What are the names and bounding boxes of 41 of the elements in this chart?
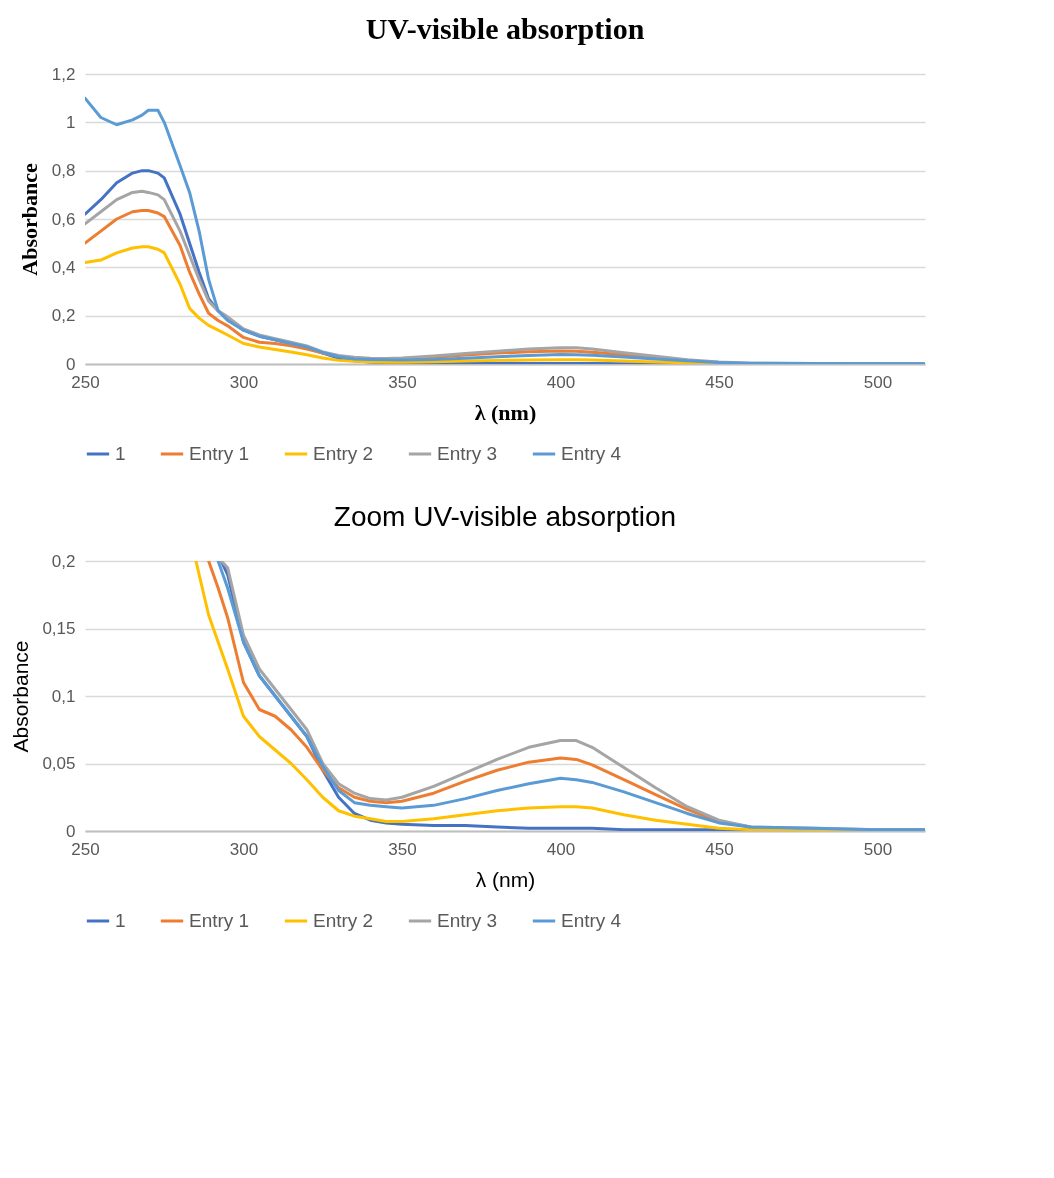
legend-label: Entry 1	[189, 443, 250, 464]
legend-label: Entry 3	[437, 910, 498, 931]
x-tick-label: 350	[388, 372, 417, 392]
y-tick-label: 0,4	[51, 257, 76, 277]
x-tick-label: 450	[705, 372, 734, 392]
x-tick-label: 250	[71, 839, 100, 859]
line-series	[85, 96, 925, 364]
y-tick-label: 0,2	[51, 306, 76, 326]
x-tick-label: 350	[388, 839, 417, 859]
legend-label: Entry 3	[437, 443, 498, 464]
y-axis-title: Absorbance	[9, 640, 33, 753]
legend-label: Entry 4	[561, 910, 622, 931]
legend-label: 1	[115, 910, 126, 931]
y-tick-label: 0,05	[42, 754, 76, 773]
y-tick-label: 0,6	[51, 209, 76, 229]
legend-label: 1	[115, 443, 126, 464]
legend-label: Entry 2	[313, 910, 374, 931]
y-axis-title: Absorbance	[16, 163, 42, 276]
x-tick-label: 500	[863, 839, 893, 859]
y-tick-label: 0	[66, 354, 76, 374]
chart-title: UV-visible absorption	[365, 12, 645, 45]
y-tick-label: 0,1	[51, 686, 76, 706]
x-axis-title: λ (nm)	[475, 867, 536, 891]
y-tick-label: 0,8	[51, 161, 76, 181]
y-tick-label: 1	[66, 112, 76, 132]
x-tick-label: 300	[229, 839, 259, 859]
chart-title: Zoom UV-visible absorption	[333, 501, 677, 532]
x-tick-label: 400	[546, 372, 576, 392]
legend-label: Entry 4	[561, 443, 622, 464]
y-tick-label: 0	[66, 821, 76, 841]
x-tick-label: 400	[546, 839, 576, 859]
x-tick-label: 300	[229, 372, 259, 392]
x-tick-label: 450	[705, 839, 734, 859]
legend-label: Entry 2	[313, 443, 374, 464]
x-axis-title: λ (nm)	[474, 399, 537, 425]
legend-label: Entry 1	[189, 910, 250, 931]
y-tick-label: 0,2	[51, 551, 76, 571]
y-tick-label: 1,2	[51, 64, 76, 84]
x-tick-label: 500	[863, 372, 893, 392]
x-tick-label: 250	[71, 372, 100, 392]
y-tick-label: 0,15	[42, 619, 76, 638]
